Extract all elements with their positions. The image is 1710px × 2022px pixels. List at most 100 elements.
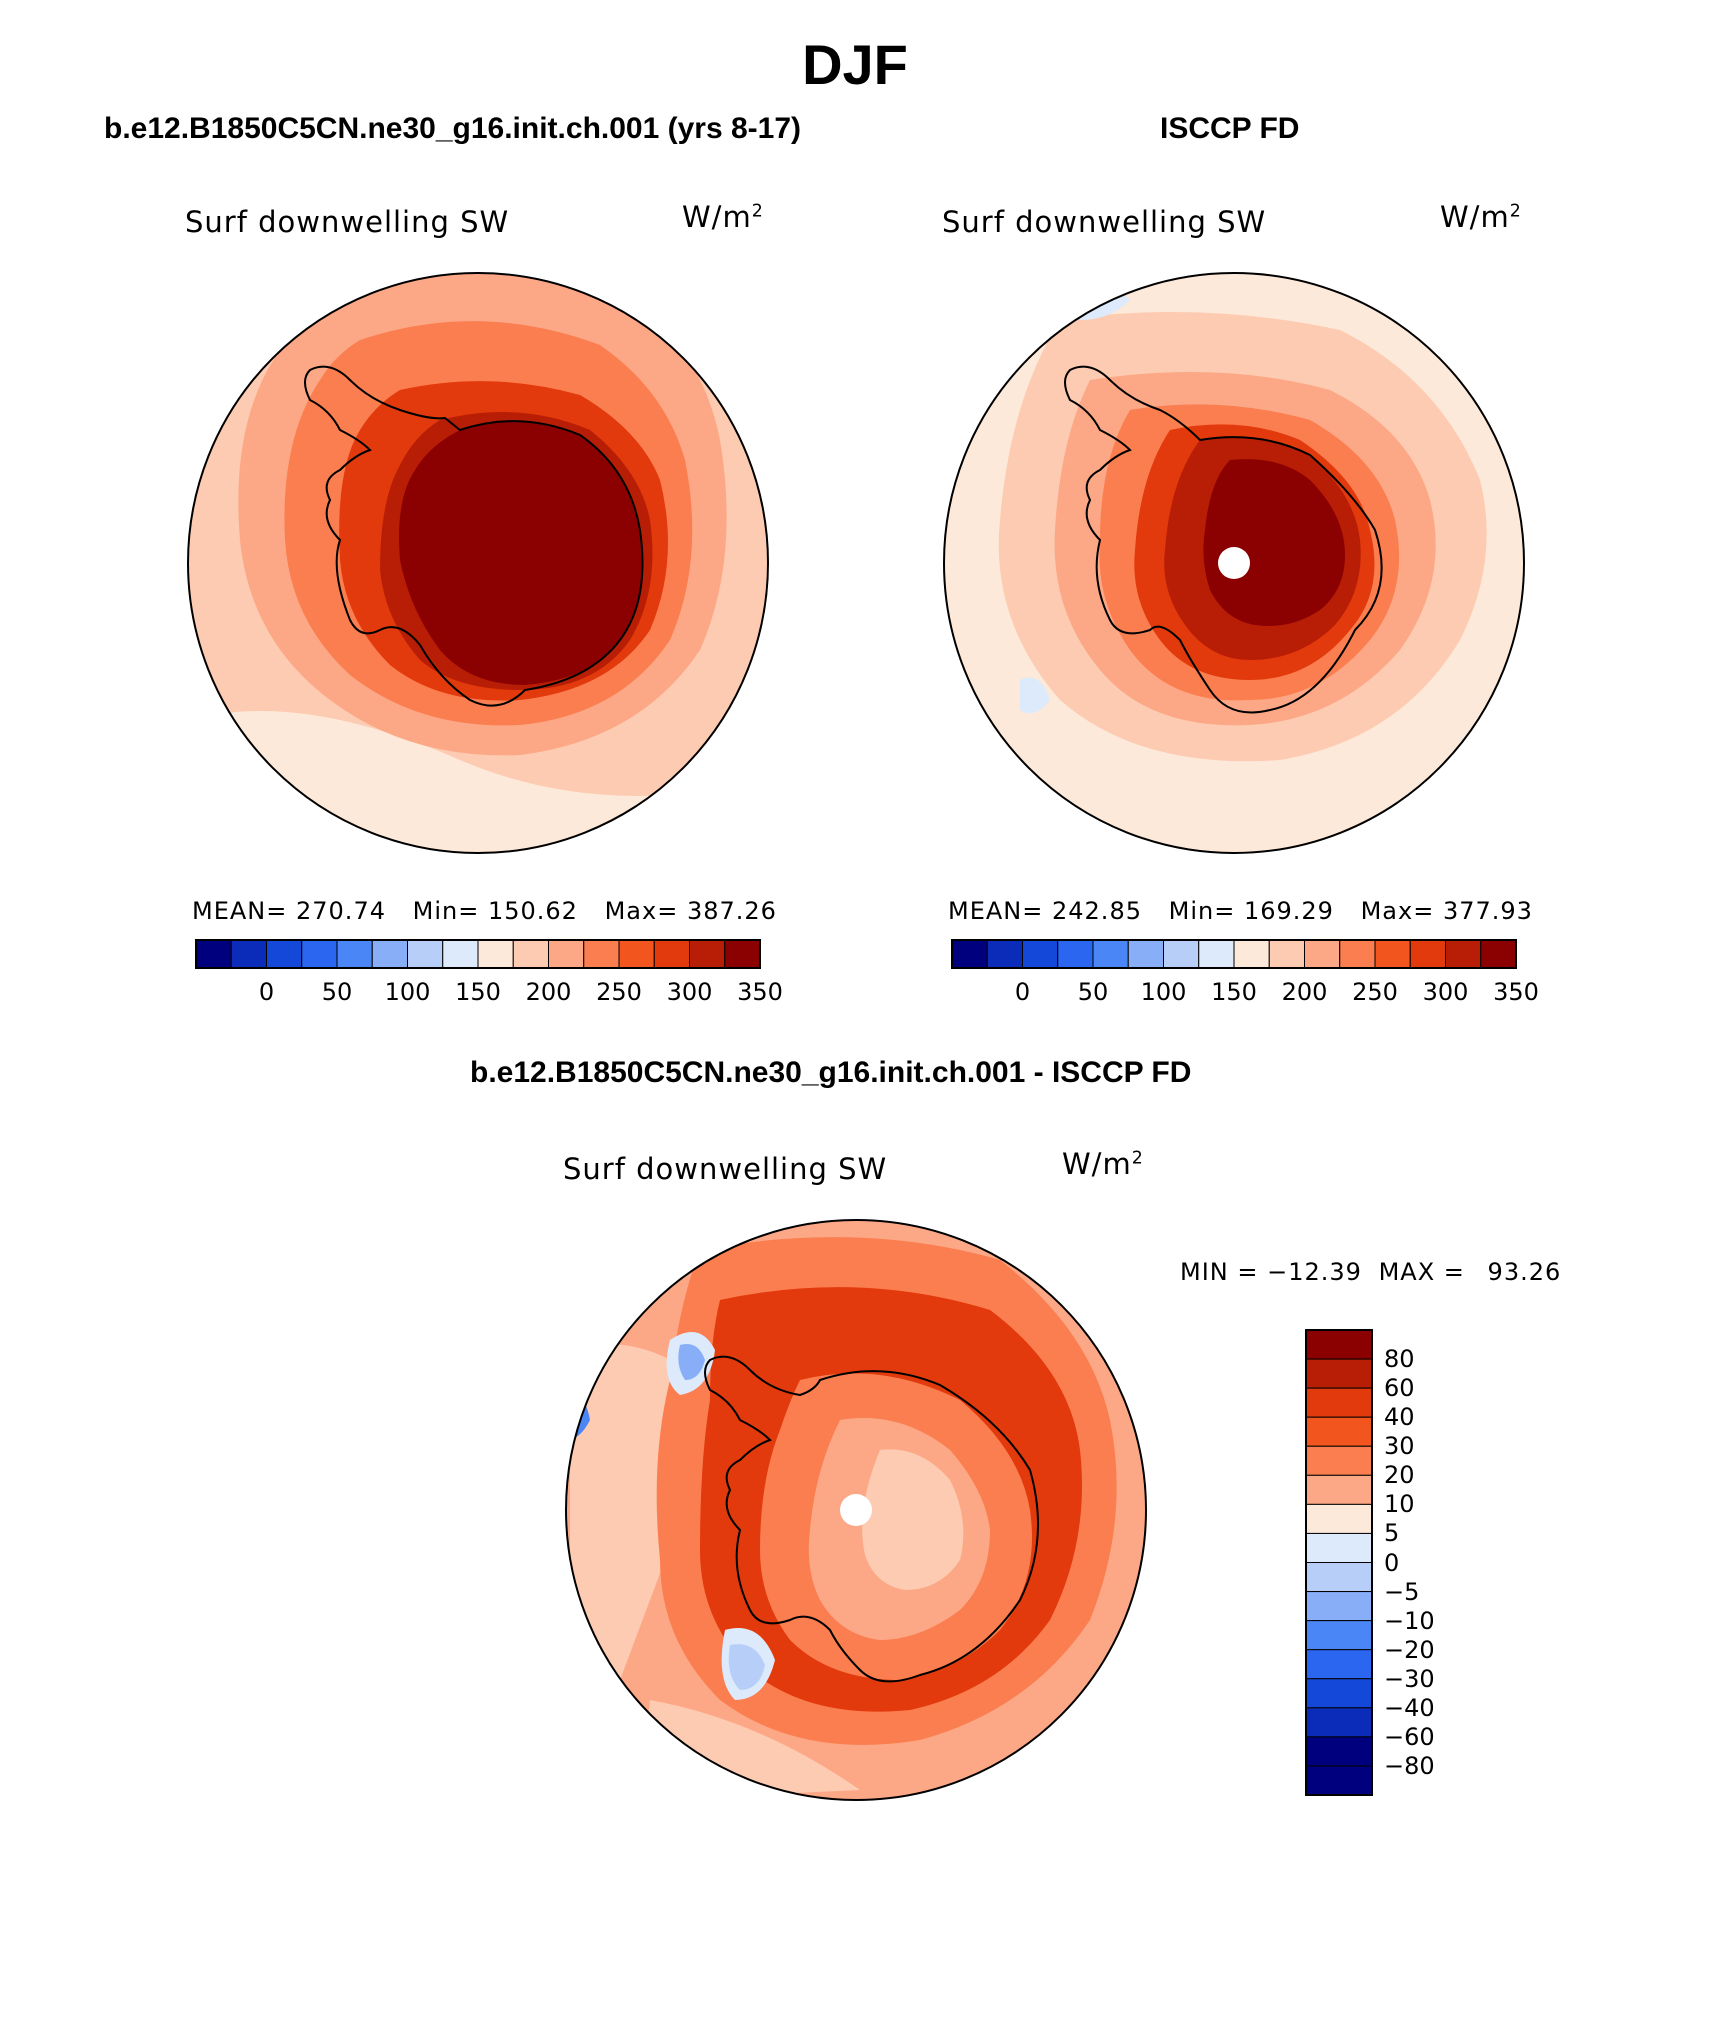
max-value: 93.26 [1487,1258,1562,1286]
colorbar-cell [951,939,988,969]
panel-3-units-label: W/m2 [1062,1147,1144,1181]
panel-1-colorbar [195,939,761,969]
contour-band [399,421,643,685]
max-value: 387.26 [686,897,777,925]
colorbar-tick-label: 100 [1140,978,1187,1006]
negative-patch [678,1344,705,1380]
colorbar-cell [1305,1707,1373,1738]
colorbar-cell [1305,1358,1373,1389]
colorbar-tick-label: 0 [1014,978,1031,1006]
colorbar-tick-label: 50 [1077,978,1109,1006]
colorbar-cell [266,939,303,969]
min-label: Min= [1168,897,1236,925]
colorbar-tick-label: −10 [1384,1606,1435,1635]
colorbar-tick-label: 10 [1384,1490,1415,1519]
panel-2-units-label: W/m2 [1440,200,1522,234]
mean-value: 242.85 [1052,897,1142,925]
colorbar-cell [1339,939,1376,969]
colorbar-cell [1305,1736,1373,1767]
colorbar-frame [951,939,1517,969]
colorbar-cell [1305,1649,1373,1680]
colorbar-cell [618,939,655,969]
colorbar-cell [1305,1416,1373,1447]
colorbar-cell [1305,1678,1373,1709]
colorbar-tick-label: 300 [666,978,713,1006]
colorbar-tick-label: 350 [737,978,783,1006]
colorbar-tick-label: 30 [1384,1432,1415,1461]
panel-2-colorbar [951,939,1517,969]
colorbar-tick-label: 50 [321,978,353,1006]
colorbar-tick-label: 300 [1422,978,1469,1006]
colorbar-cell [1163,939,1200,969]
colorbar-cell [1022,939,1059,969]
pole-hole [840,1494,872,1526]
colorbar-cell [512,939,549,969]
colorbar-cell [195,939,232,969]
colorbar-cell [407,939,444,969]
coastline [704,1355,1039,1683]
colorbar-tick-label: 350 [1493,978,1539,1006]
max-label: MAX = [1378,1258,1465,1286]
panel-1-title: b.e12.B1850C5CN.ne30_g16.init.ch.001 (yr… [104,112,802,145]
colorbar-cell [1305,1562,1373,1593]
panel-1-variable-label: Surf downwelling SW [185,205,510,239]
colorbar-tick-label: −5 [1384,1577,1420,1606]
colorbar-cell [1092,939,1129,969]
colorbar-cell [1304,939,1341,969]
colorbar-cell [1305,1620,1373,1651]
colorbar-tick-label: −80 [1384,1751,1435,1780]
colorbar-tick-label: 150 [1211,978,1257,1006]
colorbar-cell [230,939,267,969]
colorbar-cell [1305,1532,1373,1563]
colorbar-cell [1268,939,1305,969]
colorbar-tick-label: 150 [455,978,501,1006]
negative-patch [728,1644,765,1690]
coastline [1064,365,1383,714]
colorbar-cell [548,939,585,969]
min-value: 169.29 [1243,897,1334,925]
panel-3-map [565,1219,1147,1801]
colorbar-cell [1305,1474,1373,1505]
colorbar-tick-label: 0 [258,978,275,1006]
colorbar-cell [1445,939,1482,969]
colorbar-cell [301,939,338,969]
min-label: Min= [412,897,480,925]
panel-3-variable-label: Surf downwelling SW [563,1152,888,1186]
colorbar-tick-label: 200 [525,978,572,1006]
colorbar-cell [1480,939,1517,969]
colorbar-tick-label: −30 [1384,1664,1435,1693]
panel-3-colorbar [1305,1329,1373,1796]
panel-3-stats: MIN = −12.39 MAX = 93.26 [1180,1258,1561,1286]
pole-hole [1218,547,1250,579]
min-value: 150.62 [487,897,578,925]
contour-band [862,1449,964,1590]
colorbar-tick-label: −40 [1384,1693,1435,1722]
colorbar-tick-label: 200 [1281,978,1328,1006]
colorbar-cell [1057,939,1094,969]
panel-1-units-label: W/m2 [682,200,764,234]
map-boundary [943,272,1525,854]
negative-patch [1020,677,1050,714]
colorbar-cell [1305,1503,1373,1534]
colorbar-cell [1305,1445,1373,1476]
min-label: MIN = [1180,1258,1259,1286]
map-boundary [565,1219,1147,1801]
panel-2-map [943,272,1525,854]
colorbar-frame [1305,1329,1373,1796]
colorbar-cell [371,939,408,969]
panel-3-title: b.e12.B1850C5CN.ne30_g16.init.ch.001 - I… [470,1056,1192,1089]
panel-2-stats: MEAN= 242.85 Min= 169.29 Max= 377.93 [948,897,1533,925]
mean-label: MEAN= [948,897,1044,925]
colorbar-cell [1374,939,1411,969]
colorbar-tick-label: −60 [1384,1722,1435,1751]
colorbar-cell [1127,939,1164,969]
max-label: Max= [604,897,679,925]
colorbar-tick-label: 40 [1384,1403,1415,1432]
figure-title: DJF [802,33,908,96]
colorbar-cell [724,939,761,969]
colorbar-cell [1409,939,1446,969]
colorbar-cell [653,939,690,969]
panel-2-title: ISCCP FD [1160,112,1300,145]
colorbar-cell [1305,1387,1373,1418]
